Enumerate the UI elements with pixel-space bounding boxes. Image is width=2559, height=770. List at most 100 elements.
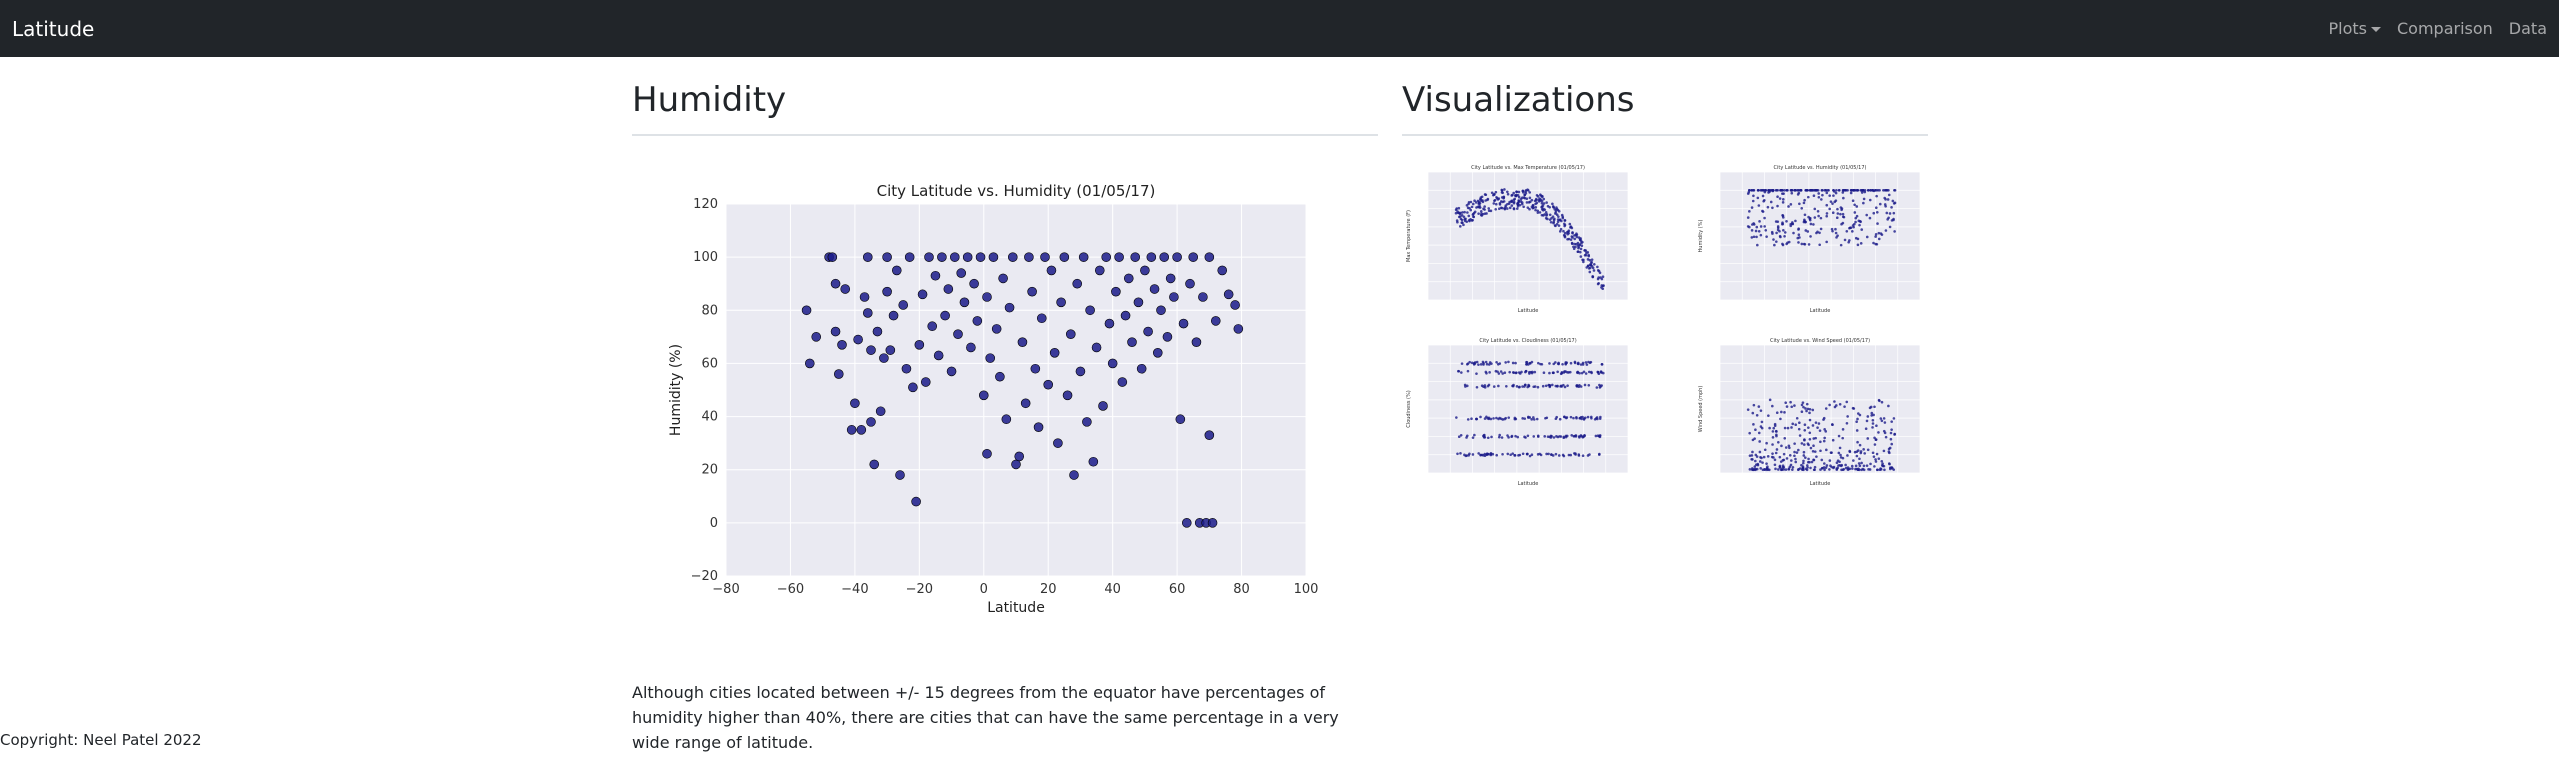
data-point [830, 278, 841, 289]
thumb-data-point [1473, 210, 1477, 214]
thumb-data-point [1863, 190, 1867, 194]
thumb-data-point [1841, 221, 1845, 225]
thumb-data-point [1577, 362, 1580, 366]
thumb-wind-speed[interactable]: City Latitude vs. Wind Speed (01/05/17) L… [1692, 333, 1932, 492]
x-tick-label: 60 [1169, 582, 1186, 597]
thumb-data-point [1794, 423, 1798, 427]
data-point [1217, 265, 1228, 276]
nav-plots-dropdown[interactable]: Plots [2329, 19, 2381, 38]
thumb-data-point [1875, 452, 1879, 456]
data-point [953, 329, 963, 339]
thumb-data-point [1601, 275, 1605, 278]
thumb-data-point [1590, 258, 1594, 261]
thumb-data-point [1514, 371, 1518, 375]
thumb-data-point [1771, 404, 1774, 408]
thumb-data-point [1526, 434, 1530, 438]
thumb-data-point [1800, 403, 1804, 407]
thumb-data-point [1836, 207, 1839, 211]
thumb-data-point [1841, 468, 1845, 472]
thumb-data-point [1532, 418, 1536, 421]
thumb-wind-speed-svg: City Latitude vs. Wind Speed (01/05/17) L… [1698, 338, 1921, 487]
thumb-cloudiness[interactable]: City Latitude vs. Cloudiness (01/05/17) L… [1400, 333, 1640, 492]
data-point [991, 324, 1002, 334]
thumb-data-point [1584, 372, 1588, 375]
thumb-data-point [1869, 462, 1872, 466]
data-point [1056, 297, 1066, 308]
thumb-data-point [1828, 403, 1831, 407]
thumb-data-point [1535, 193, 1539, 197]
thumb-data-point [1507, 416, 1511, 419]
thumb-data-point [1851, 467, 1854, 470]
thumb-data-point [1805, 409, 1808, 413]
thumb-data-point [1498, 416, 1502, 420]
thumb-data-point [1875, 211, 1879, 214]
thumb-max-temperature[interactable]: City Latitude vs. Max Temperature (01/05… [1400, 160, 1640, 319]
thumb-data-point [1513, 454, 1517, 457]
data-point [1165, 273, 1176, 284]
thumb-data-point [1803, 438, 1806, 442]
thumb-data-point [1486, 436, 1490, 440]
thumb-data-point [1528, 200, 1532, 204]
nav-data-link[interactable]: Data [2508, 19, 2547, 38]
thumb-data-point [1819, 216, 1823, 220]
thumb-data-point [1797, 448, 1800, 452]
thumb-humidity[interactable]: City Latitude vs. Humidity (01/05/17) Lat… [1692, 160, 1932, 319]
thumb-data-point [1746, 192, 1750, 195]
thumb-data-point [1771, 436, 1775, 439]
thumb-data-point [1891, 467, 1894, 470]
thumb-data-point [1552, 220, 1556, 224]
data-point [875, 406, 886, 417]
thumb-data-point [1787, 467, 1791, 470]
thumb-data-point [1791, 422, 1795, 426]
data-point [1101, 252, 1112, 262]
thumb-data-point [1763, 225, 1766, 228]
thumb-data-point [1765, 235, 1768, 238]
thumb-data-point [1492, 385, 1496, 388]
data-point [1149, 284, 1160, 294]
thumb-data-point [1583, 383, 1587, 387]
thumb-data-point [1456, 452, 1459, 456]
thumb-data-point [1511, 361, 1515, 365]
thumb-data-point [1465, 220, 1469, 223]
thumb-data-point [1489, 452, 1493, 456]
navbar-brand[interactable]: Latitude [12, 16, 95, 41]
data-point [879, 353, 889, 363]
thumb-data-point [1561, 453, 1565, 457]
thumb-data-point [1855, 420, 1858, 423]
thumb-data-point [1551, 215, 1555, 218]
thumb-data-point [1540, 362, 1544, 366]
nav-comparison-link[interactable]: Comparison [2397, 19, 2493, 38]
thumb-data-point [1549, 220, 1553, 224]
data-point [862, 252, 873, 262]
thumb-data-point [1748, 431, 1751, 435]
data-point [1140, 265, 1150, 276]
thumb-data-point [1829, 200, 1833, 203]
thumb-x-label: Latitude [1810, 308, 1831, 314]
data-point [885, 345, 896, 355]
thumb-data-point [1803, 428, 1807, 432]
thumb-data-point [1556, 218, 1560, 221]
thumb-data-point [1593, 263, 1596, 266]
thumb-data-point [1461, 211, 1464, 214]
thumb-data-point [1521, 417, 1524, 420]
thumb-data-point [1769, 200, 1773, 204]
thumb-data-point [1466, 369, 1470, 373]
data-point [882, 286, 892, 297]
thumb-data-point [1872, 241, 1875, 245]
thumb-data-point [1874, 206, 1878, 210]
thumb-data-point [1890, 428, 1893, 431]
thumb-data-point [1514, 417, 1518, 421]
thumb-data-point [1781, 214, 1785, 218]
thumb-data-point [1829, 464, 1832, 468]
thumb-data-point [1788, 446, 1791, 450]
thumb-data-point [1851, 199, 1855, 203]
data-point [1178, 318, 1189, 329]
thumb-data-point [1534, 202, 1537, 206]
data-point [1191, 337, 1202, 347]
thumb-data-point [1495, 360, 1498, 364]
thumb-data-point [1552, 206, 1556, 209]
thumb-data-point [1465, 362, 1469, 366]
thumb-data-point [1758, 220, 1761, 223]
thumb-data-point [1777, 468, 1780, 471]
data-point [1146, 252, 1157, 262]
